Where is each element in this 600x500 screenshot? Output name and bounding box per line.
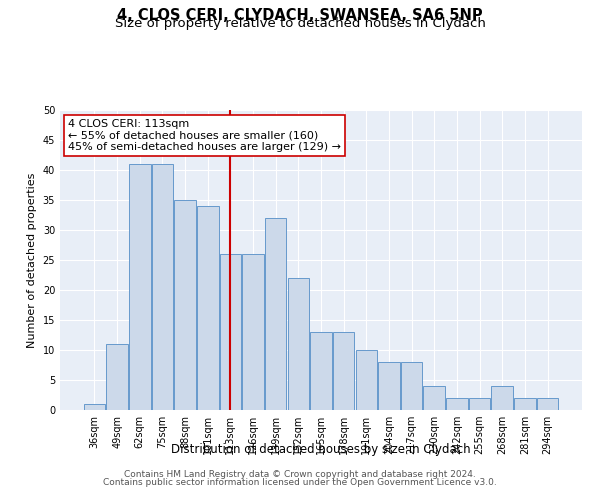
Y-axis label: Number of detached properties: Number of detached properties xyxy=(27,172,37,348)
Bar xyxy=(84,404,105,410)
Text: 4 CLOS CERI: 113sqm
← 55% of detached houses are smaller (160)
45% of semi-detac: 4 CLOS CERI: 113sqm ← 55% of detached ho… xyxy=(68,119,341,152)
Bar xyxy=(469,398,490,410)
Bar xyxy=(424,386,445,410)
Bar xyxy=(106,344,128,410)
Bar xyxy=(175,200,196,410)
Bar xyxy=(197,206,218,410)
Bar xyxy=(242,254,264,410)
Text: Size of property relative to detached houses in Clydach: Size of property relative to detached ho… xyxy=(115,18,485,30)
Bar xyxy=(287,278,309,410)
Bar xyxy=(356,350,377,410)
Text: Contains HM Land Registry data © Crown copyright and database right 2024.: Contains HM Land Registry data © Crown c… xyxy=(124,470,476,479)
Bar xyxy=(401,362,422,410)
Bar xyxy=(220,254,241,410)
Bar xyxy=(514,398,536,410)
Bar xyxy=(310,332,332,410)
Bar xyxy=(378,362,400,410)
Bar xyxy=(265,218,286,410)
Text: 4, CLOS CERI, CLYDACH, SWANSEA, SA6 5NP: 4, CLOS CERI, CLYDACH, SWANSEA, SA6 5NP xyxy=(117,8,483,22)
Text: Distribution of detached houses by size in Clydach: Distribution of detached houses by size … xyxy=(171,442,471,456)
Bar xyxy=(537,398,558,410)
Bar xyxy=(491,386,513,410)
Text: Contains public sector information licensed under the Open Government Licence v3: Contains public sector information licen… xyxy=(103,478,497,487)
Bar xyxy=(446,398,467,410)
Bar xyxy=(152,164,173,410)
Bar xyxy=(129,164,151,410)
Bar xyxy=(333,332,355,410)
